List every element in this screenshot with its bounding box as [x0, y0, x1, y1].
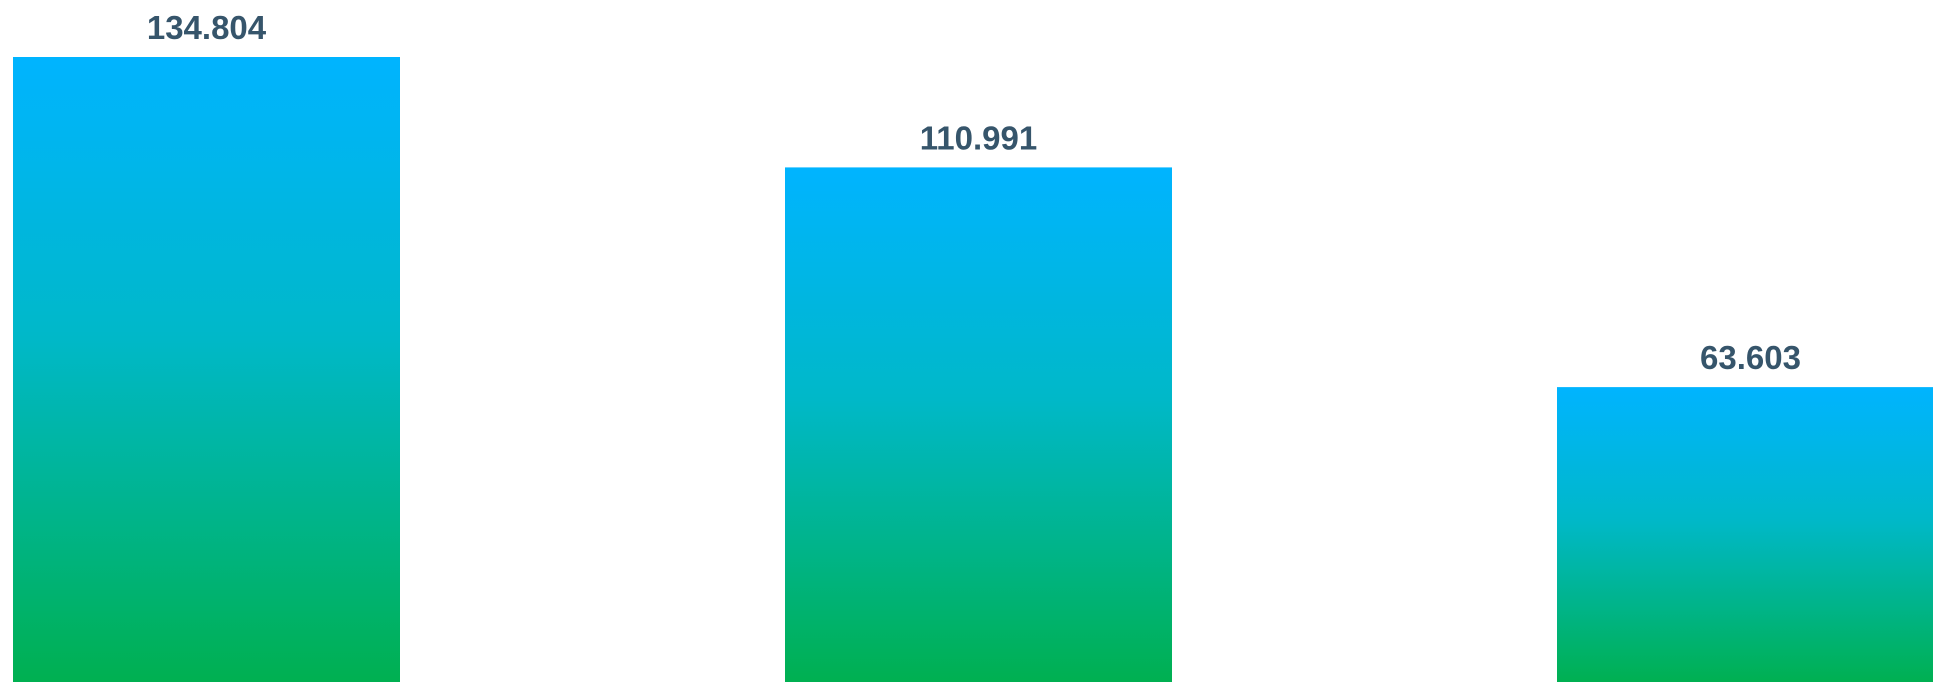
bar-value-label-3: 63.603 [1700, 339, 1801, 376]
bar-value-label-2: 110.991 [920, 119, 1037, 156]
bar-1 [13, 57, 400, 682]
bar-2 [785, 167, 1172, 682]
bar-3 [1557, 387, 1933, 682]
bar-value-label-1: 134.804 [147, 9, 267, 46]
bars-group [13, 57, 1933, 682]
value-labels-group: 134.804 110.991 63.603 [147, 9, 1801, 376]
